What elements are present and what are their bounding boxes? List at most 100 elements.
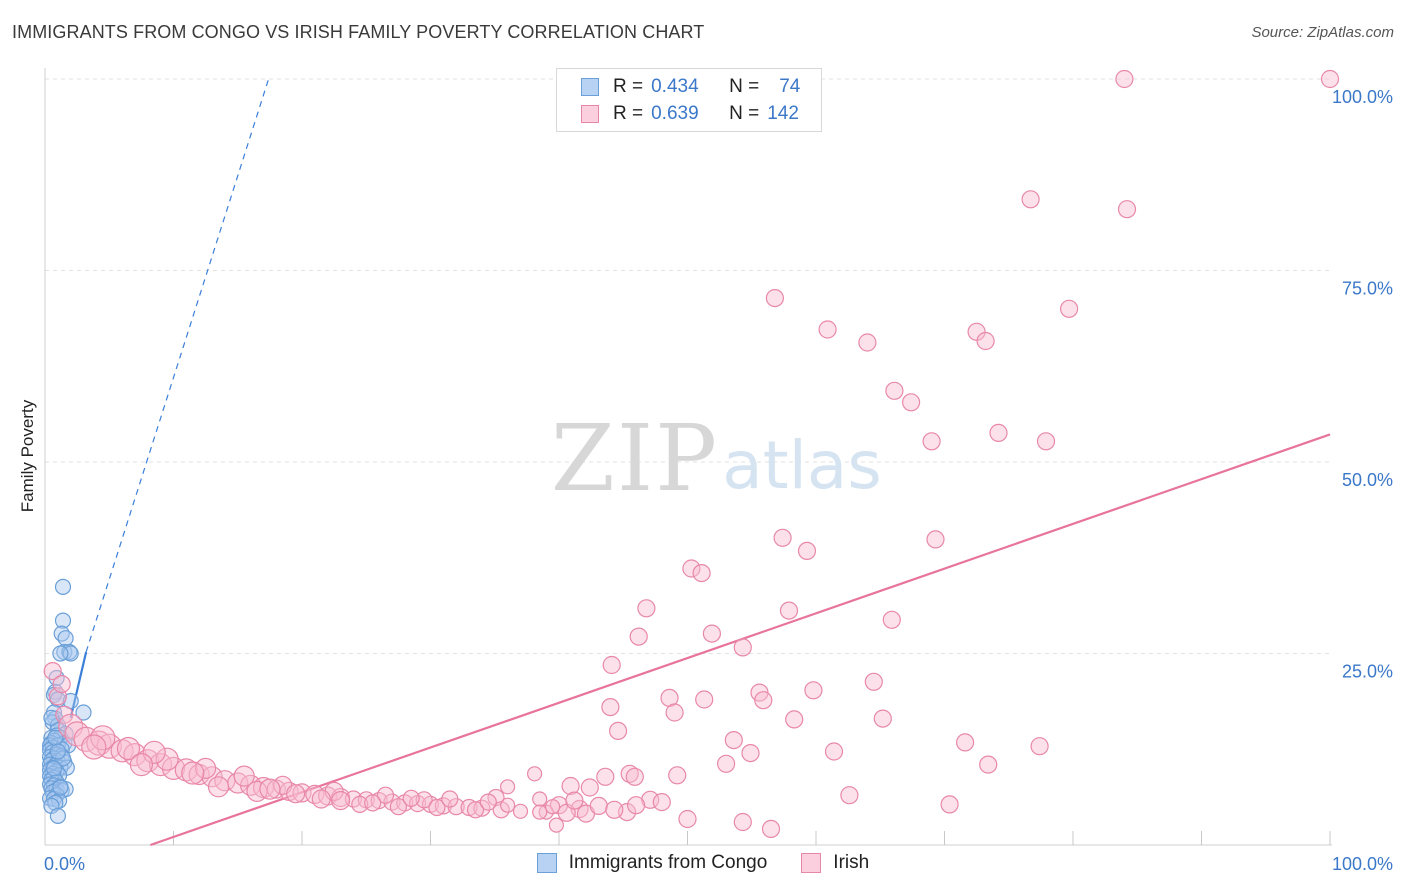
point-irish	[695, 690, 714, 709]
x-tick-label: 0.0%	[44, 854, 85, 874]
point-irish	[565, 791, 584, 810]
series-legend-irish[interactable]: Irish	[801, 852, 869, 874]
point-irish	[364, 794, 382, 812]
point-irish	[311, 789, 331, 809]
chart-source: Source: ZipAtlas.com	[1251, 24, 1394, 41]
point-irish	[512, 803, 529, 819]
legend-r-value: 0.639	[651, 103, 699, 124]
point-congo	[52, 779, 69, 796]
point-congo	[49, 743, 67, 760]
point-irish	[246, 780, 268, 803]
point-irish	[259, 778, 281, 800]
point-irish	[605, 800, 624, 819]
legend-row-irish: R = 0.639 N = 142	[581, 101, 799, 127]
point-irish	[428, 798, 446, 817]
point-congo	[54, 612, 72, 629]
point-irish	[785, 710, 804, 729]
point-irish	[596, 767, 615, 786]
point-congo	[54, 578, 72, 596]
stats-legend: R = 0.434 N = 74 R = 0.639 N = 142	[556, 68, 822, 132]
point-irish	[901, 393, 921, 412]
point-irish	[602, 655, 621, 675]
series-label-congo: Immigrants from Congo	[568, 852, 768, 873]
point-congo	[49, 807, 67, 825]
point-irish	[652, 792, 671, 812]
point-irish	[331, 790, 351, 811]
point-irish	[526, 766, 543, 782]
point-irish	[641, 790, 660, 809]
point-irish	[804, 681, 823, 700]
point-irish	[500, 797, 516, 813]
y-tick-label: 25.0%	[1342, 662, 1393, 682]
point-irish	[976, 331, 995, 351]
point-irish	[43, 661, 62, 681]
series-swatch-irish	[801, 853, 822, 873]
point-irish	[181, 761, 205, 785]
y-tick-label: 75.0%	[1342, 279, 1393, 299]
point-irish	[174, 758, 198, 782]
chart-title: IMMIGRANTS FROM CONGO VS IRISH FAMILY PO…	[12, 22, 705, 42]
point-irish	[1030, 737, 1049, 756]
data-points	[41, 69, 1340, 839]
point-irish	[955, 733, 975, 752]
point-irish	[1117, 200, 1137, 219]
point-irish	[500, 779, 516, 795]
point-congo	[43, 709, 60, 726]
point-irish	[90, 725, 116, 751]
point-irish	[668, 766, 687, 785]
axes	[44, 68, 1332, 846]
legend-swatch-irish	[581, 105, 599, 123]
point-irish	[589, 796, 608, 816]
point-irish	[207, 776, 230, 798]
point-irish	[665, 703, 684, 722]
point-irish	[1320, 69, 1340, 89]
point-congo	[52, 645, 69, 662]
point-irish	[882, 610, 901, 629]
point-irish	[620, 764, 639, 783]
point-irish	[532, 791, 548, 807]
point-irish	[155, 747, 179, 771]
series-label-irish: Irish	[833, 852, 870, 873]
point-irish	[580, 778, 599, 797]
legend-r-label: R =	[613, 103, 644, 124]
legend-n-label: N =	[729, 103, 760, 124]
legend-r-value: 0.434	[651, 76, 699, 97]
series-legend-congo[interactable]: Immigrants from Congo	[536, 852, 768, 874]
series-swatch-congo	[536, 853, 557, 873]
point-irish	[629, 627, 648, 646]
point-irish	[989, 423, 1008, 442]
point-irish	[434, 797, 452, 815]
legend-r-label: R =	[613, 76, 644, 97]
legend-n-label: N =	[729, 76, 760, 97]
point-irish	[601, 697, 620, 717]
legend-row-congo: R = 0.434 N = 74	[581, 74, 800, 100]
point-irish	[637, 599, 656, 618]
legend-swatch-congo	[581, 78, 599, 96]
point-congo	[45, 760, 63, 777]
point-irish	[979, 755, 998, 774]
point-irish	[479, 793, 497, 811]
point-irish	[840, 786, 859, 805]
point-irish	[692, 563, 711, 583]
tick-labels: 25.0% 50.0% 75.0% 100.0% 0.0% 100.0%	[44, 87, 1393, 874]
point-irish	[626, 796, 646, 815]
point-irish	[415, 791, 433, 809]
point-irish	[142, 740, 166, 764]
point-irish	[858, 333, 877, 352]
point-irish	[702, 624, 722, 643]
watermark-zip: ZIP	[551, 405, 719, 512]
point-irish	[733, 812, 752, 832]
point-irish	[201, 766, 223, 788]
point-irish	[724, 730, 743, 750]
point-irish	[286, 784, 306, 804]
watermark-atlas: atlas	[722, 427, 882, 504]
point-irish	[466, 801, 485, 819]
point-irish	[233, 765, 255, 787]
point-congo	[47, 729, 64, 746]
legend-n-value: 74	[779, 76, 801, 97]
point-irish	[195, 757, 217, 780]
point-irish	[608, 721, 628, 741]
trendline-congo-extension	[85, 78, 270, 653]
point-irish	[548, 817, 565, 833]
